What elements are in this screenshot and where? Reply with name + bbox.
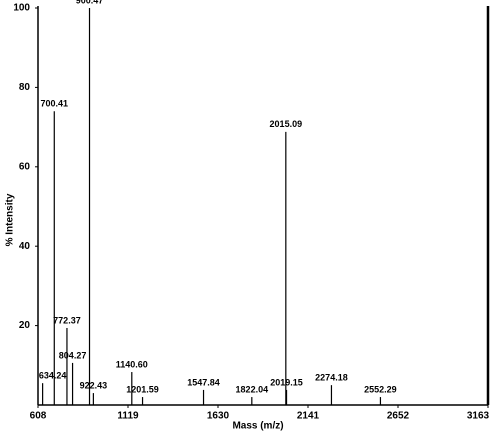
x-axis-label: Mass (m/z) [232,421,283,432]
y-tick-label: 80 [19,82,31,93]
peak-label: 804.27 [59,350,87,360]
y-tick-label: 60 [19,161,31,172]
y-tick-label: 100 [13,3,30,14]
x-tick-label: 2652 [387,411,410,422]
x-tick-label: 2141 [297,411,320,422]
x-tick-label: 608 [30,411,47,422]
y-tick-label: 40 [19,241,31,252]
peak-label: 900.47 [76,0,104,5]
peak-label: 2019.15 [270,377,303,387]
y-axis-label: % Intensity [5,193,16,246]
peak-label: 2015.09 [270,119,303,129]
peak-label: 772.37 [53,315,81,325]
x-tick-label: 1119 [117,411,139,422]
peak-label: 2552.29 [364,384,397,394]
peak-label: 1547.84 [187,377,220,387]
peak-label: 1822.04 [236,384,269,394]
peak-label: 1201.59 [126,384,159,394]
x-tick-label: 3163 [467,411,490,422]
y-tick-label: 20 [19,320,31,331]
peak-label: 922.43 [80,380,108,390]
peak-label: 2274.18 [315,373,348,383]
peak-label: 1140.60 [116,359,148,369]
peak-label: 700.41 [41,99,69,109]
peak-label: 634.24 [39,371,67,381]
x-tick-label: 1630 [207,411,230,422]
